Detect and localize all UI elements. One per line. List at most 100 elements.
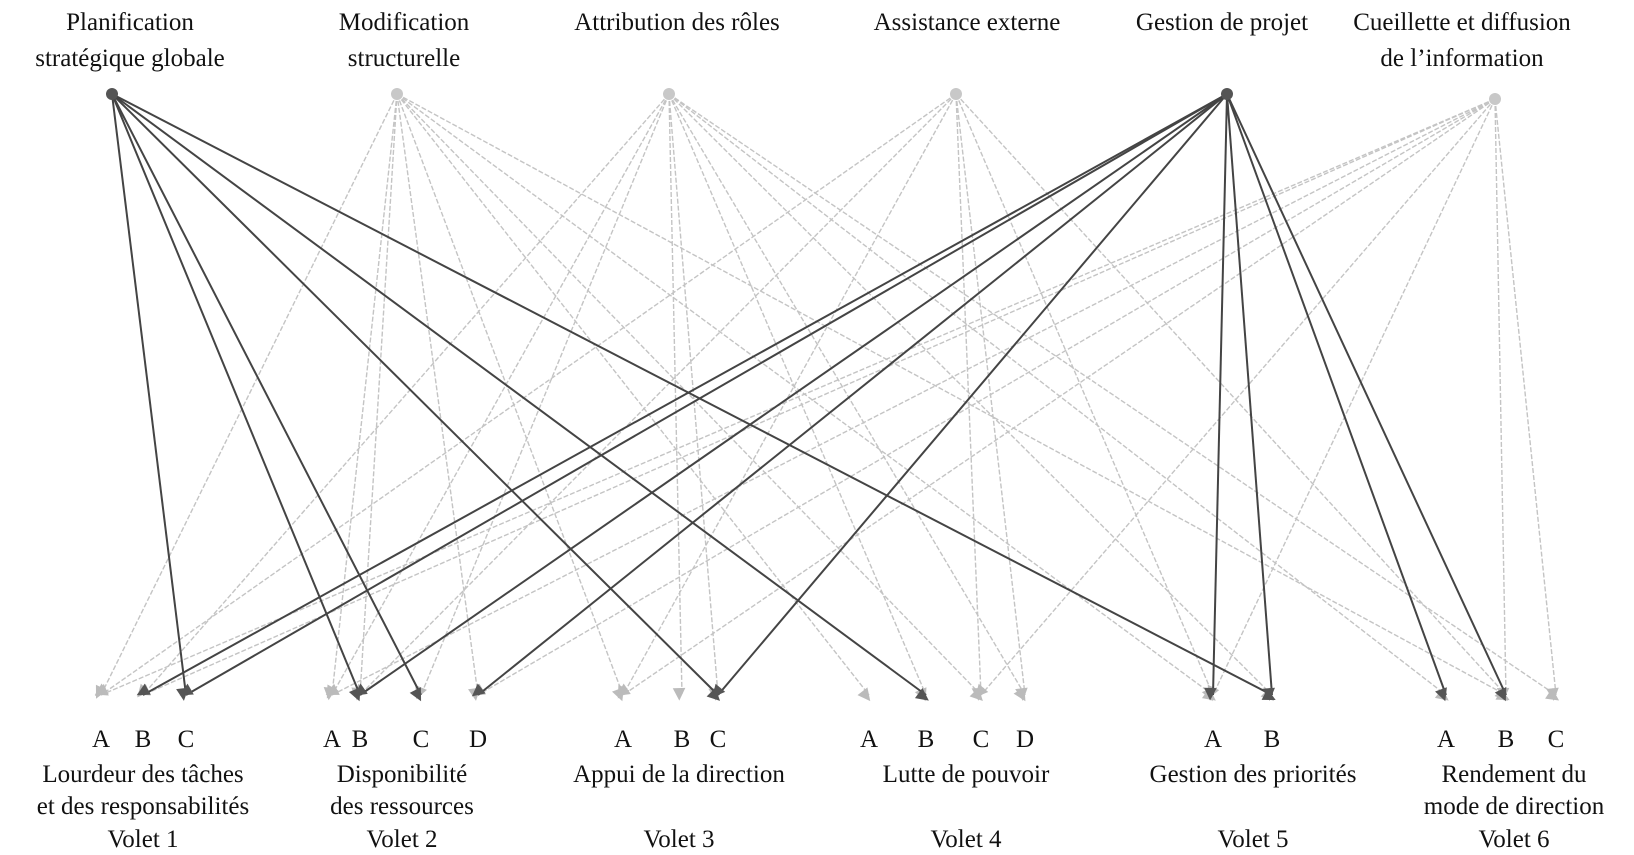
source-label: Modification <box>339 9 470 36</box>
option-label: C <box>178 726 195 753</box>
edge <box>712 93 1228 698</box>
edge <box>955 93 985 701</box>
edge <box>1226 93 1447 702</box>
edge <box>471 93 1228 697</box>
edge <box>1494 98 1510 701</box>
option-label: A <box>614 726 632 753</box>
edge <box>111 93 929 701</box>
edge <box>617 93 957 699</box>
edge <box>111 93 422 702</box>
edge <box>94 93 957 696</box>
edge <box>326 93 670 699</box>
group-label: Lutte de pouvoir <box>883 761 1050 788</box>
edge <box>396 93 1510 701</box>
option-label: D <box>469 726 487 753</box>
group-label: mode de direction <box>1424 793 1605 820</box>
edge <box>1204 93 1228 701</box>
source-node <box>663 88 675 100</box>
option-label: B <box>918 726 935 753</box>
edge <box>415 93 670 700</box>
group-label: Disponibilité <box>337 761 468 788</box>
nodes <box>106 88 1501 105</box>
edge <box>616 98 1496 696</box>
edge <box>323 93 398 701</box>
option-label: A <box>1437 726 1455 753</box>
volet-label: Volet 6 <box>1478 826 1549 853</box>
option-label: A <box>323 726 341 753</box>
edge <box>111 93 1276 701</box>
edge <box>668 93 1560 701</box>
group-label: et des responsabilités <box>37 793 249 820</box>
edge <box>955 93 1214 702</box>
option-label: B <box>1498 726 1515 753</box>
edge <box>975 98 1496 698</box>
edge <box>111 93 361 702</box>
edge <box>354 93 957 698</box>
edge <box>95 93 398 699</box>
edge <box>136 93 1228 696</box>
edge <box>668 93 1026 702</box>
option-label: C <box>710 726 727 753</box>
group-label: des ressources <box>330 793 474 820</box>
source-node <box>950 88 962 100</box>
option-label: B <box>135 726 152 753</box>
texts: Planification stratégique globale Modifica… <box>35 9 1605 853</box>
option-label: D <box>1016 726 1034 753</box>
edge <box>396 93 624 702</box>
source-node <box>1221 88 1233 100</box>
edge <box>1226 93 1507 702</box>
option-label: B <box>674 726 691 753</box>
edge <box>179 93 1228 696</box>
source-label: Cueillette et diffusion <box>1353 9 1571 36</box>
edge <box>471 98 1496 696</box>
edge <box>668 93 1274 701</box>
source-label: structurelle <box>348 45 460 72</box>
option-label: C <box>973 726 990 753</box>
group-label: Gestion des priorités <box>1150 761 1357 788</box>
volet-label: Volet 3 <box>643 826 714 853</box>
source-node <box>391 88 403 100</box>
edge <box>668 93 686 701</box>
edge <box>136 98 1496 696</box>
volet-label: Volet 2 <box>366 826 437 853</box>
edge <box>396 93 871 702</box>
source-node <box>1489 93 1501 105</box>
source-label: Planification <box>66 9 194 36</box>
option-label: B <box>352 726 369 753</box>
volet-label: Volet 4 <box>930 826 1002 853</box>
group-label: Rendement du <box>1441 761 1587 788</box>
option-label: A <box>1204 726 1222 753</box>
edge <box>351 93 398 701</box>
option-label: C <box>1548 726 1565 753</box>
source-node <box>106 88 118 100</box>
edge <box>1226 93 1275 701</box>
edge <box>668 93 927 702</box>
source-label: Assistance externe <box>874 9 1061 36</box>
group-label: Appui de la direction <box>573 761 785 788</box>
source-label: Gestion de projet <box>1136 9 1308 36</box>
group-label: Lourdeur des tâches <box>42 761 243 788</box>
source-label: stratégique globale <box>35 45 225 72</box>
edge <box>111 93 721 701</box>
volet-label: Volet 1 <box>107 826 178 853</box>
edge <box>94 98 1496 696</box>
edge <box>1494 98 1559 701</box>
edge <box>396 93 481 701</box>
option-label: B <box>1264 726 1281 753</box>
edge <box>137 93 670 698</box>
edge <box>668 93 1449 701</box>
source-label: Attribution des rôles <box>574 9 780 36</box>
edge <box>1207 98 1496 699</box>
edge <box>111 93 189 701</box>
volet-label: Volet 5 <box>1217 826 1288 853</box>
edge <box>396 93 983 701</box>
option-label: A <box>92 726 110 753</box>
edge <box>353 93 1228 696</box>
edges <box>94 93 1560 702</box>
edge <box>325 98 1496 696</box>
option-label: C <box>413 726 430 753</box>
edge <box>955 93 1508 702</box>
option-label: A <box>860 726 878 753</box>
source-label: de l’information <box>1380 45 1544 72</box>
